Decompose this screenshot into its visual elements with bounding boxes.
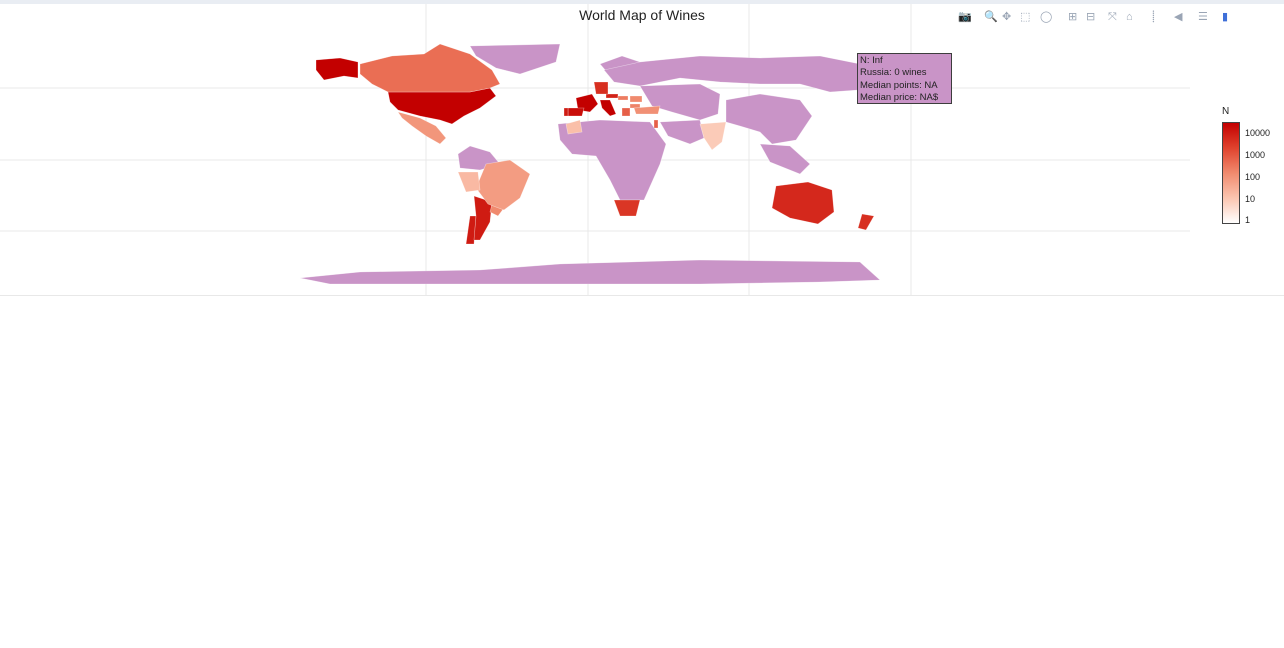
colorbar-gradient	[1222, 122, 1240, 224]
country-turkey[interactable]	[633, 105, 661, 115]
country-mexico[interactable]	[397, 111, 447, 145]
country-canada[interactable]	[359, 43, 501, 93]
country-morocco[interactable]	[565, 119, 583, 135]
camera-icon[interactable]: 📷	[958, 11, 972, 23]
autoscale-icon[interactable]: ⤧	[1108, 11, 1117, 23]
chart-title: World Map of Wines	[579, 7, 705, 23]
spike-icon[interactable]: ⸽	[1152, 11, 1155, 23]
reset-icon[interactable]: ⌂	[1126, 11, 1133, 23]
colorbar-tick: 10	[1245, 194, 1256, 204]
country-south-africa[interactable]	[613, 199, 641, 217]
tooltip-line-country: Russia: 0 wines	[860, 67, 927, 79]
country-india[interactable]	[699, 121, 727, 151]
country-no-data[interactable]	[725, 93, 813, 145]
country-no-data[interactable]	[299, 259, 881, 285]
country-germany[interactable]	[593, 81, 609, 95]
country-spain[interactable]	[567, 107, 585, 117]
colorbar-tick: 1000	[1245, 150, 1266, 160]
zoom-icon[interactable]: 🔍	[984, 11, 998, 23]
country-israel[interactable]	[653, 119, 659, 129]
zoom-in-icon[interactable]: ⊞	[1068, 11, 1078, 23]
plotly-logo-icon[interactable]: ▮	[1222, 11, 1229, 23]
country-russia[interactable]	[603, 55, 861, 93]
country-no-data[interactable]	[759, 143, 811, 175]
hover-closest-icon[interactable]: ◀	[1174, 11, 1183, 23]
hover-tooltip: N: Inf Russia: 0 wines Median points: NA…	[857, 53, 952, 104]
box-select-icon[interactable]: ⬚	[1020, 11, 1031, 23]
tooltip-line-price: Median price: NA$	[860, 92, 939, 104]
hover-compare-icon[interactable]: ☰	[1198, 11, 1208, 23]
zoom-out-icon[interactable]: ⊟	[1086, 11, 1096, 23]
country-italy[interactable]	[599, 99, 617, 117]
country-new-zealand[interactable]	[857, 213, 875, 231]
lasso-icon[interactable]: ◯	[1040, 11, 1053, 23]
country-hungary[interactable]	[617, 95, 629, 101]
world-map[interactable]	[0, 4, 1284, 295]
top-strip	[0, 0, 1284, 4]
tooltip-line-n: N: Inf	[860, 55, 883, 66]
country-romania[interactable]	[629, 95, 643, 103]
country-austria[interactable]	[605, 93, 619, 99]
country-no-data[interactable]	[659, 119, 705, 145]
country-greece[interactable]	[621, 107, 631, 117]
colorbar-title: N	[1222, 106, 1230, 117]
country-brazil[interactable]	[475, 159, 531, 211]
colorbar-tick: 1	[1245, 215, 1251, 225]
country-australia[interactable]	[771, 181, 835, 225]
colorbar-tick: 100	[1245, 172, 1261, 182]
country-no-data[interactable]	[469, 43, 561, 75]
pan-icon[interactable]: ✥	[1002, 11, 1012, 23]
country-chile[interactable]	[465, 215, 477, 245]
plot-area[interactable]: World Map of Wines 📷 🔍 ✥ ⬚ ◯ ⊞ ⊟ ⤧ ⌂ ⸽ ◀ ☰ ▮ N: Inf …	[0, 4, 1284, 296]
colorbar-tick: 10000	[1245, 128, 1271, 138]
country-no-data[interactable]	[639, 83, 721, 121]
country-peru[interactable]	[457, 171, 481, 193]
tooltip-line-points: Median points: NA	[860, 79, 938, 91]
country-portugal[interactable]	[563, 107, 569, 117]
